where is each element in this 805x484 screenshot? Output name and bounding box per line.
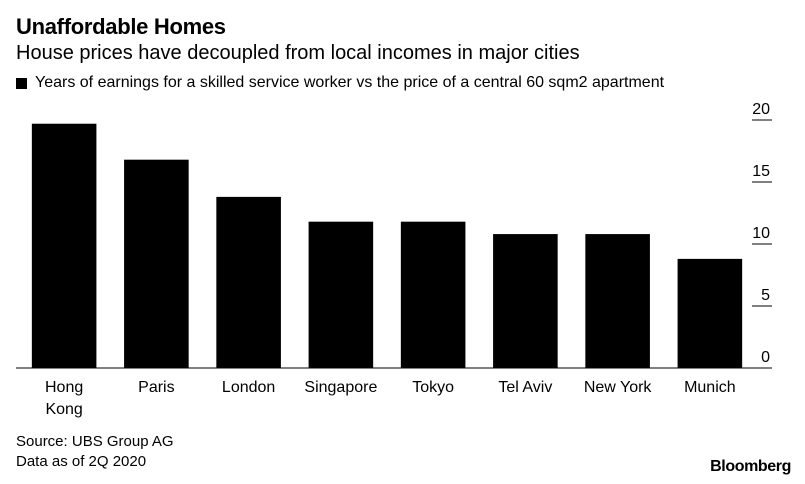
bar-new-york (585, 234, 650, 368)
x-tick-label: Singapore (304, 379, 377, 396)
bar-chart: 0 5 10 15 20 Hong Kong Paris London Singapore Toky… (16, 101, 772, 418)
y-tick-label: 5 (761, 287, 770, 304)
bar-london (216, 196, 281, 368)
x-tick-label: Tel Aviv (498, 379, 552, 396)
x-tick-label: Tokyo (412, 379, 454, 396)
bar-hong-kong (31, 123, 97, 368)
bloomberg-logo: Bloomberg (710, 458, 791, 475)
bar-paris (124, 159, 189, 368)
bar-singapore (308, 221, 374, 368)
x-tick-label: Paris (138, 379, 174, 396)
data-date-text: Data as of 2Q 2020 (16, 453, 147, 470)
x-tick-label: London (222, 379, 275, 396)
chart-subtitle: House prices have decoupled from local i… (16, 42, 580, 64)
y-tick-label: 15 (752, 163, 770, 180)
x-tick-label: Hong Kong (45, 379, 83, 418)
source-note: Source: UBS Group AG Data as of 2Q 2020 (16, 432, 174, 472)
y-tick-label: 20 (752, 101, 770, 118)
legend: Years of earnings for a skilled service … (16, 74, 664, 92)
bar-munich (677, 258, 743, 368)
bar-tokyo (400, 221, 466, 368)
y-tick-label: 10 (752, 225, 770, 242)
y-tick-label: 0 (761, 349, 770, 366)
source-text: Source: UBS Group AG (16, 433, 174, 450)
x-tick-label: Munich (684, 379, 736, 396)
legend-label: Years of earnings for a skilled service … (35, 74, 665, 91)
legend-swatch (16, 77, 27, 89)
bar-tel-aviv (493, 234, 558, 368)
x-tick-label: New York (584, 379, 653, 396)
chart-title: Unaffordable Homes (16, 14, 226, 39)
